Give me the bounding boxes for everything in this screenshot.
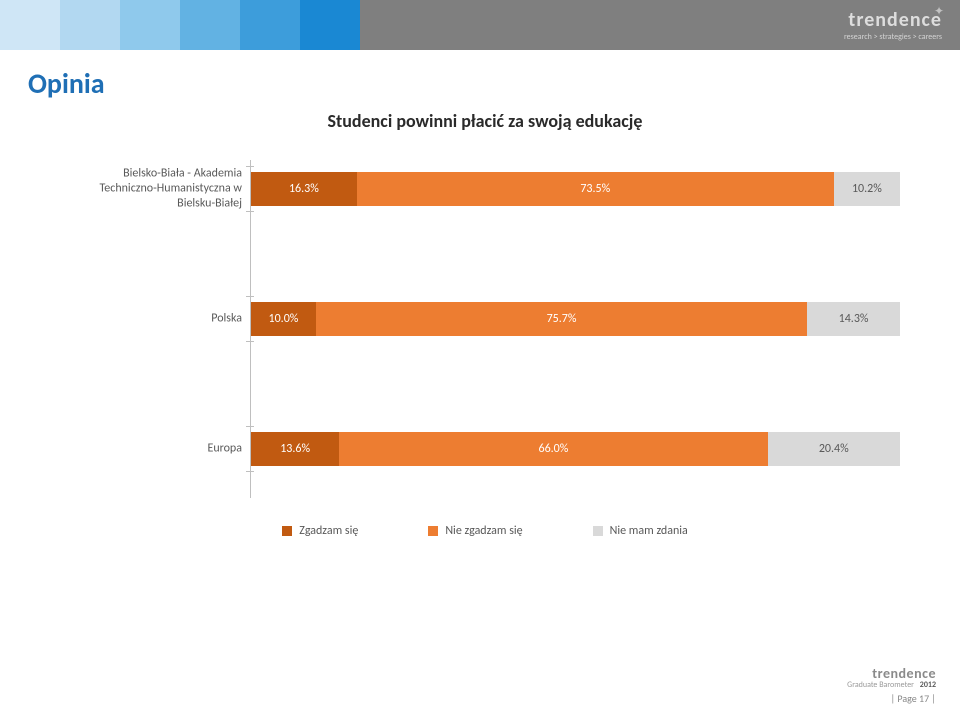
bar-segment: 13.6% <box>251 432 339 466</box>
chart-legend: Zgadzam się Nie zgadzam się Nie mam zdania <box>70 524 900 538</box>
legend-label: Nie mam zdania <box>610 524 688 538</box>
chart-row: Bielsko-Biała - Akademia Techniczno-Huma… <box>70 160 900 218</box>
header-block <box>240 0 300 50</box>
footer-sub-label: Graduate Barometer <box>847 680 914 690</box>
bar-segment: 10.0% <box>251 302 316 336</box>
bar-segment-label: 16.3% <box>289 182 319 196</box>
header-block <box>60 0 120 50</box>
page-title: Opinia <box>28 66 105 101</box>
legend-label: Zgadzam się <box>299 524 358 538</box>
header-strip <box>0 0 960 50</box>
bar-segment-label: 14.3% <box>839 312 869 326</box>
chart-row: Europa 13.6% 66.0% 20.4% <box>70 420 900 478</box>
bar: 16.3% 73.5% 10.2% <box>251 172 900 206</box>
header-block <box>300 0 360 50</box>
header-block <box>0 0 60 50</box>
bar-segment: 66.0% <box>339 432 767 466</box>
header-block <box>180 0 240 50</box>
chart-title: Studenci powinni płacić za swoją edukacj… <box>70 110 900 132</box>
bar-segment: 73.5% <box>357 172 834 206</box>
bar-segment: 14.3% <box>807 302 900 336</box>
bar-segment-label: 75.7% <box>547 312 577 326</box>
bar-segment: 20.4% <box>768 432 900 466</box>
row-label: Polska <box>70 312 242 327</box>
star-icon: ✦ <box>934 4 944 19</box>
bar-segment-label: 73.5% <box>580 182 610 196</box>
footer-page: | Page 17 | <box>847 692 936 705</box>
bar: 13.6% 66.0% 20.4% <box>251 432 900 466</box>
chart: Studenci powinni płacić za swoją edukacj… <box>70 110 900 538</box>
chart-row: Polska 10.0% 75.7% 14.3% <box>70 290 900 348</box>
brand-name: trendence <box>844 8 942 32</box>
brand-logo: ✦ trendence research > strategies > care… <box>844 8 942 42</box>
bar-segment: 16.3% <box>251 172 357 206</box>
legend-item: Zgadzam się <box>282 524 358 538</box>
legend-swatch <box>593 526 603 536</box>
row-label: Bielsko-Biała - Akademia Techniczno-Huma… <box>70 167 242 212</box>
bar-segment-label: 10.2% <box>852 182 882 196</box>
bar-segment-label: 10.0% <box>269 312 299 326</box>
bar-segment: 75.7% <box>316 302 807 336</box>
bar-segment-label: 13.6% <box>280 442 310 456</box>
bar: 10.0% 75.7% 14.3% <box>251 302 900 336</box>
legend-swatch <box>428 526 438 536</box>
chart-plot: Bielsko-Biała - Akademia Techniczno-Huma… <box>70 160 900 498</box>
page: { "header_blocks": [ {"left": 0, "width"… <box>0 0 960 717</box>
legend-item: Nie mam zdania <box>593 524 688 538</box>
footer-sub: Graduate Barometer 2012 <box>847 680 936 690</box>
footer-year: 2012 <box>920 680 936 690</box>
brand-tagline: research > strategies > careers <box>844 32 942 42</box>
bar-segment-label: 66.0% <box>538 442 568 456</box>
legend-label: Nie zgadzam się <box>445 524 522 538</box>
header-block <box>120 0 180 50</box>
footer: trendence Graduate Barometer 2012 | Page… <box>847 665 936 705</box>
row-label: Europa <box>70 442 242 457</box>
bar-segment-label: 20.4% <box>819 442 849 456</box>
legend-item: Nie zgadzam się <box>428 524 522 538</box>
legend-swatch <box>282 526 292 536</box>
bar-segment: 10.2% <box>834 172 900 206</box>
